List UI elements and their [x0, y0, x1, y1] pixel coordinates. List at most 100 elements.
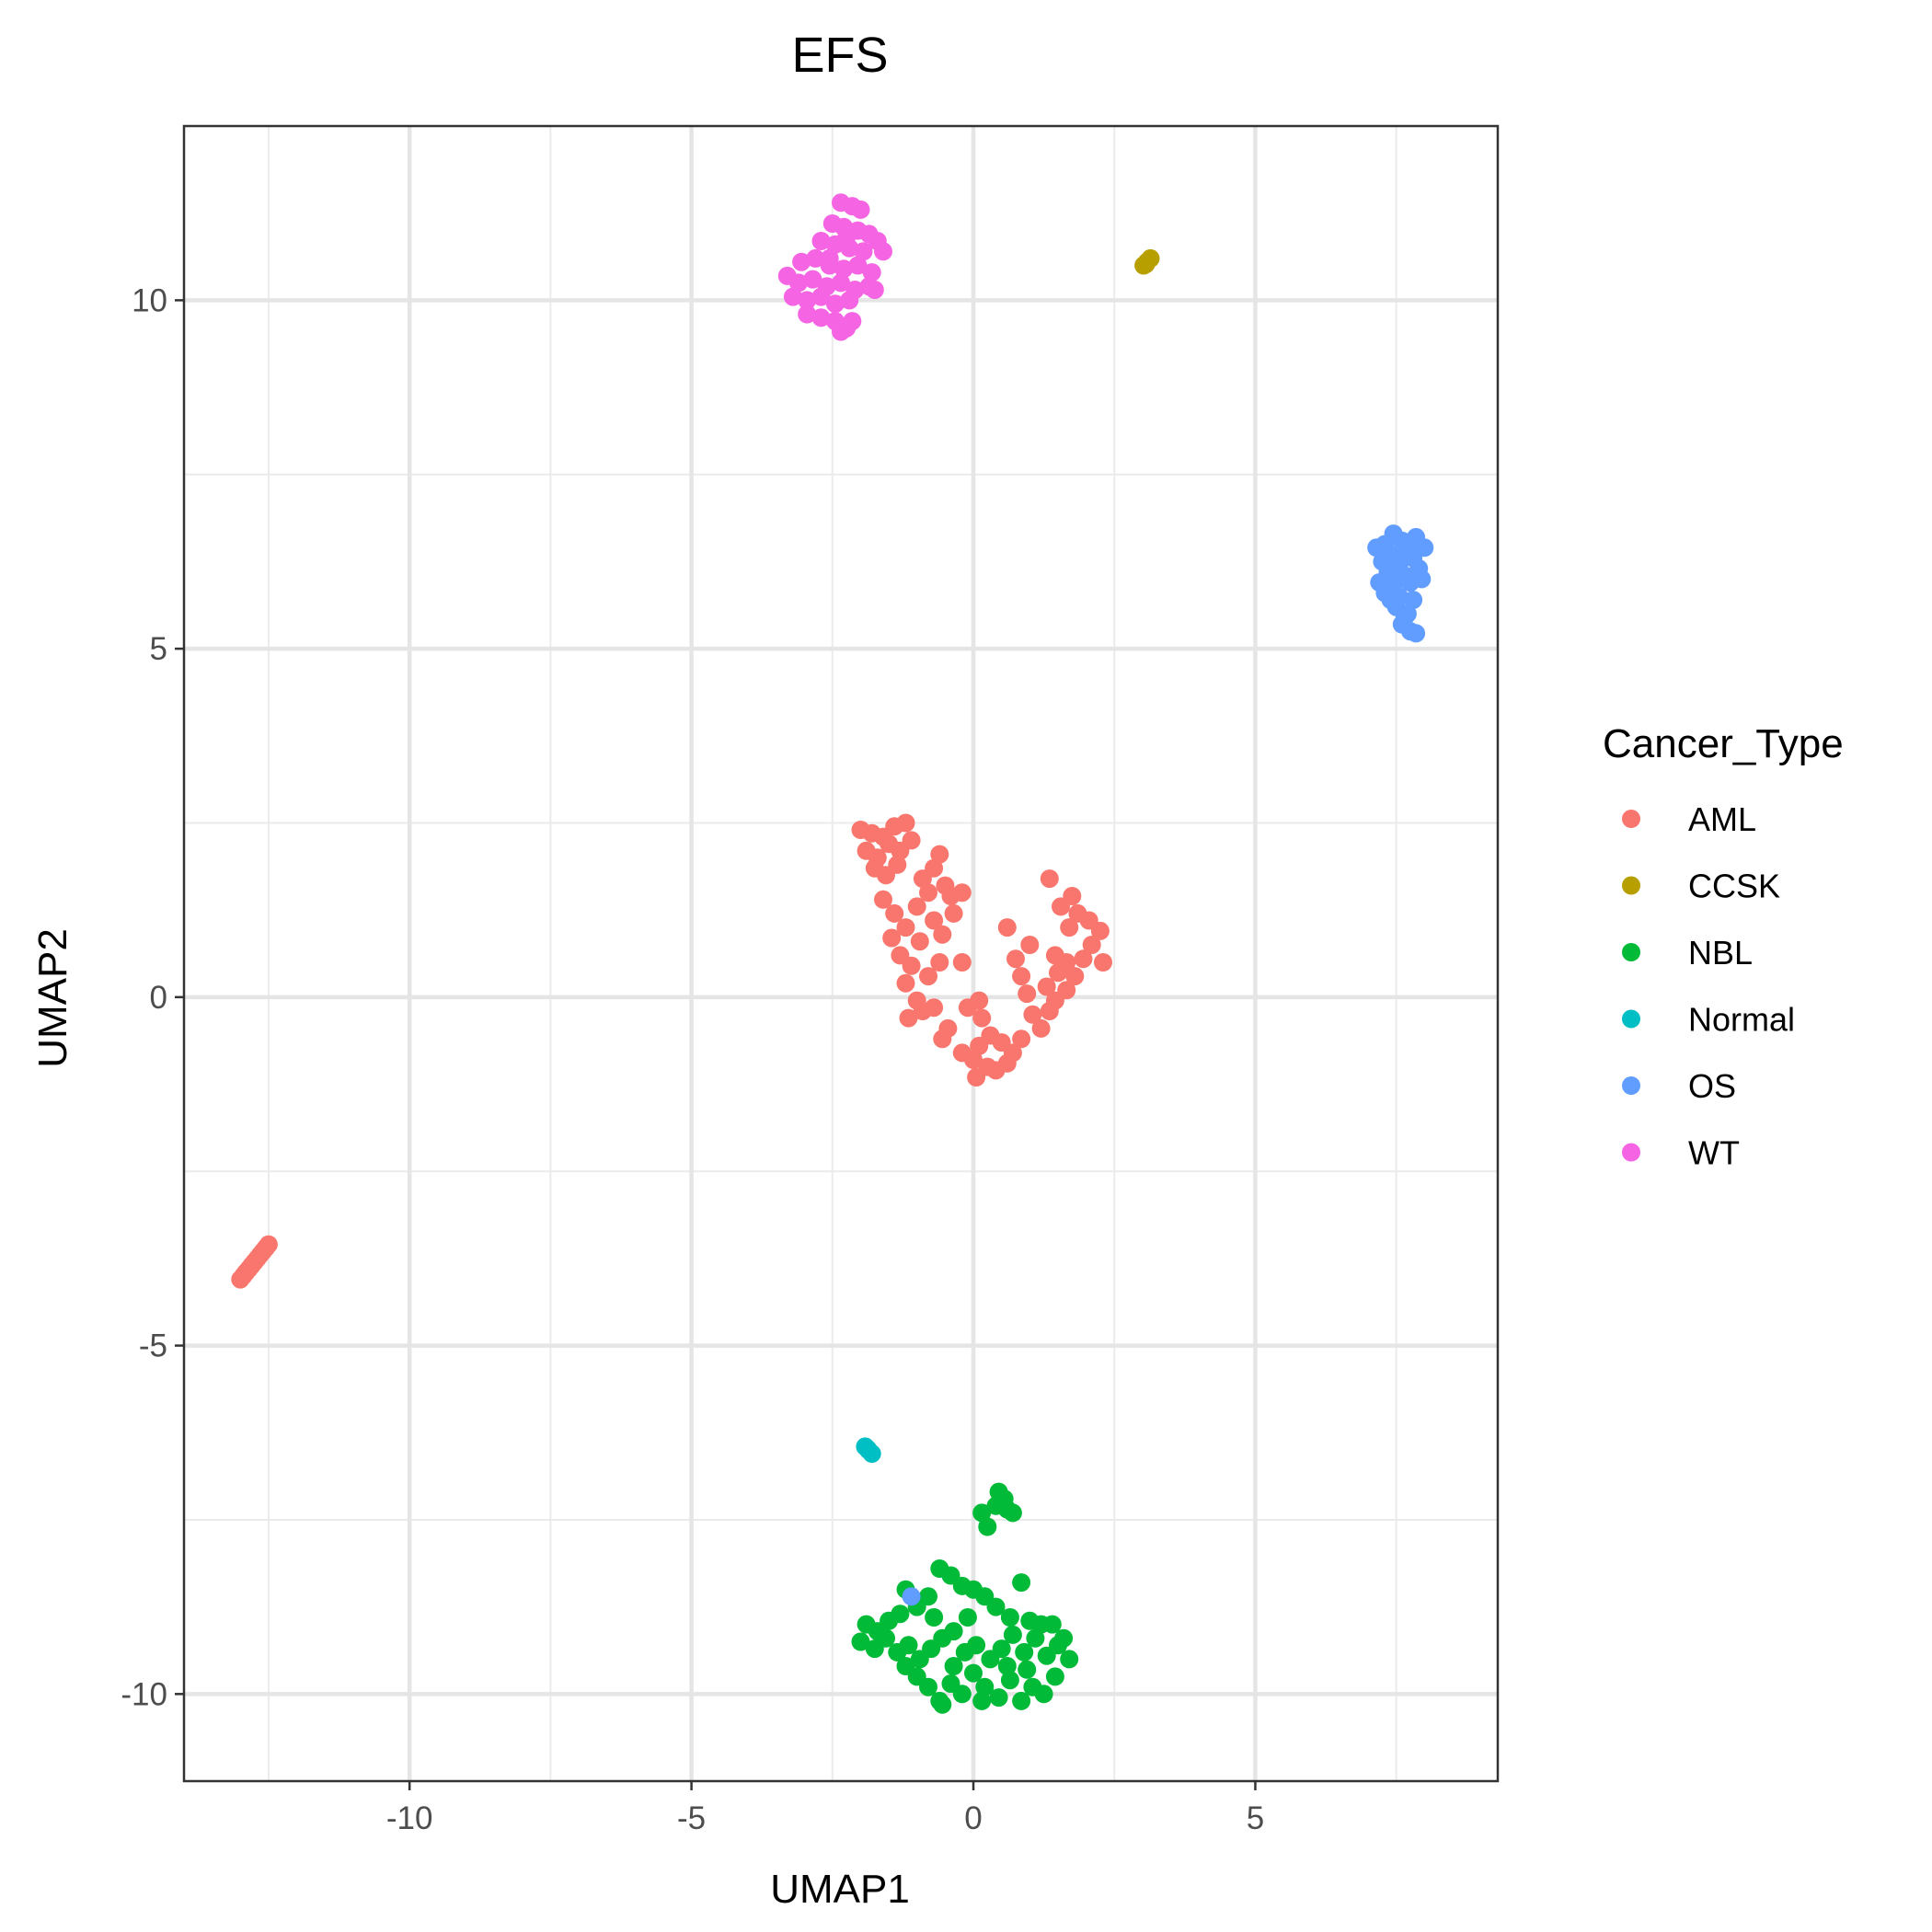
legend-title: Cancer_Type: [1603, 721, 1844, 766]
point-nbl: [1018, 1660, 1037, 1679]
point-aml: [1031, 1018, 1051, 1038]
point-aml: [902, 831, 921, 850]
point-aml: [952, 883, 972, 903]
x-tick-label: -10: [386, 1800, 433, 1836]
point-aml: [944, 903, 963, 923]
point-nbl: [896, 1657, 915, 1675]
point-aml: [899, 1008, 918, 1028]
point-nbl: [978, 1517, 997, 1536]
x-axis-title: UMAP1: [770, 1867, 910, 1912]
legend-items: AML CCSK NBL Normal OS WT: [1622, 800, 1795, 1172]
point-wt: [834, 259, 854, 279]
point-aml: [1006, 949, 1025, 969]
point-aml: [874, 890, 892, 909]
point-aml: [933, 925, 952, 944]
point-os: [1395, 608, 1414, 627]
point-nbl: [1000, 1671, 1019, 1690]
y-tick-label: 5: [150, 631, 167, 667]
legend-key-wt: [1622, 1143, 1640, 1162]
point-nbl: [986, 1496, 1006, 1515]
legend-key-nbl: [1622, 943, 1640, 961]
legend-label-normal: Normal: [1688, 1001, 1795, 1039]
x-tick-label: 0: [964, 1800, 982, 1836]
point-nbl: [877, 1628, 895, 1648]
point-nbl: [992, 1639, 1011, 1659]
point-normal: [857, 1439, 877, 1458]
point-nbl: [997, 1657, 1017, 1675]
point-aml: [1052, 897, 1070, 916]
data-points: [231, 193, 1434, 1714]
panel-border: [182, 124, 1500, 1783]
point-aml: [1045, 991, 1064, 1010]
legend-label-os: OS: [1688, 1067, 1736, 1105]
point-nbl: [944, 1657, 963, 1675]
legend-key-os: [1622, 1076, 1640, 1095]
point-wt: [825, 294, 845, 314]
point-nbl: [952, 1685, 972, 1704]
y-tick-label: -5: [139, 1328, 167, 1364]
point-aml: [930, 845, 949, 864]
point-wt: [874, 242, 892, 261]
point-os: [1404, 591, 1423, 610]
point-aml: [259, 1235, 278, 1254]
point-nbl: [1012, 1691, 1031, 1710]
y-tick-label: 10: [132, 282, 167, 318]
legend-label-ccsk: CCSK: [1688, 868, 1780, 905]
point-wt: [865, 281, 884, 299]
legend-key-aml: [1622, 810, 1640, 828]
point-wt: [798, 291, 817, 310]
point-nbl: [925, 1608, 944, 1627]
point-nbl: [1003, 1503, 1022, 1523]
point-nbl: [967, 1636, 986, 1655]
point-nbl: [919, 1587, 937, 1606]
chart-title: EFS: [791, 28, 888, 83]
point-aml: [896, 973, 915, 993]
point-wt: [792, 252, 811, 271]
point-wt: [806, 248, 825, 268]
point-nbl: [933, 1695, 952, 1714]
point-nbl: [972, 1503, 992, 1523]
plot-panel: [182, 124, 1500, 1783]
point-os: [1412, 569, 1432, 589]
legend-label-nbl: NBL: [1688, 934, 1753, 972]
point-os: [1367, 538, 1386, 558]
point-aml: [1074, 949, 1093, 969]
point-nbl: [964, 1663, 983, 1683]
point-nbl: [851, 1632, 870, 1651]
point-wt: [848, 256, 868, 275]
point-nbl: [857, 1615, 876, 1634]
point-nbl: [972, 1691, 992, 1710]
point-aml: [910, 932, 929, 951]
point-aml: [919, 883, 937, 903]
point-aml: [1060, 918, 1079, 937]
point-aml: [967, 1068, 986, 1087]
point-aml: [1082, 936, 1101, 954]
point-nbl: [1000, 1608, 1019, 1627]
point-nbl: [1060, 1650, 1079, 1669]
point-wt: [798, 305, 817, 324]
point-nbl: [1003, 1625, 1022, 1644]
point-wt: [811, 232, 831, 250]
legend-key-normal: [1622, 1009, 1640, 1029]
legend-label-wt: WT: [1688, 1134, 1740, 1172]
point-wt: [851, 200, 870, 219]
point-aml: [952, 953, 972, 972]
point-nbl: [1015, 1642, 1034, 1662]
y-axis: -10 -5 0 5 10: [121, 282, 184, 1712]
point-aml: [1018, 984, 1037, 1004]
point-aml: [970, 991, 989, 1010]
point-aml: [930, 953, 949, 972]
point-wt: [811, 308, 831, 328]
point-os: [1407, 624, 1426, 643]
point-wt: [843, 312, 862, 331]
point-wt: [854, 242, 873, 261]
point-wt: [832, 273, 850, 293]
point-aml: [1037, 977, 1056, 996]
point-nbl: [944, 1622, 963, 1641]
point-aml: [919, 967, 937, 986]
point-nbl: [1012, 1573, 1031, 1593]
panel-background: [184, 126, 1498, 1781]
point-aml: [885, 903, 904, 923]
point-aml: [986, 1061, 1006, 1080]
